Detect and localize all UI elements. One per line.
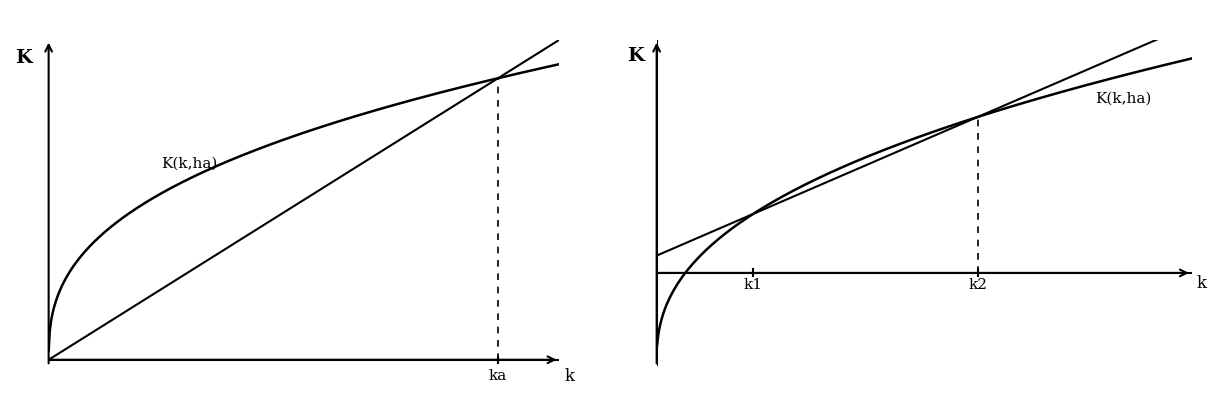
Text: k1: k1 xyxy=(743,277,762,292)
Text: k2: k2 xyxy=(968,277,987,292)
Text: k: k xyxy=(564,368,574,385)
Text: k: k xyxy=(1197,275,1207,292)
Text: K: K xyxy=(15,49,32,67)
Text: K: K xyxy=(626,47,643,65)
Text: K(k,ha): K(k,ha) xyxy=(1096,92,1152,106)
Text: K(k,ha): K(k,ha) xyxy=(161,157,218,171)
Text: ka: ka xyxy=(489,369,507,383)
